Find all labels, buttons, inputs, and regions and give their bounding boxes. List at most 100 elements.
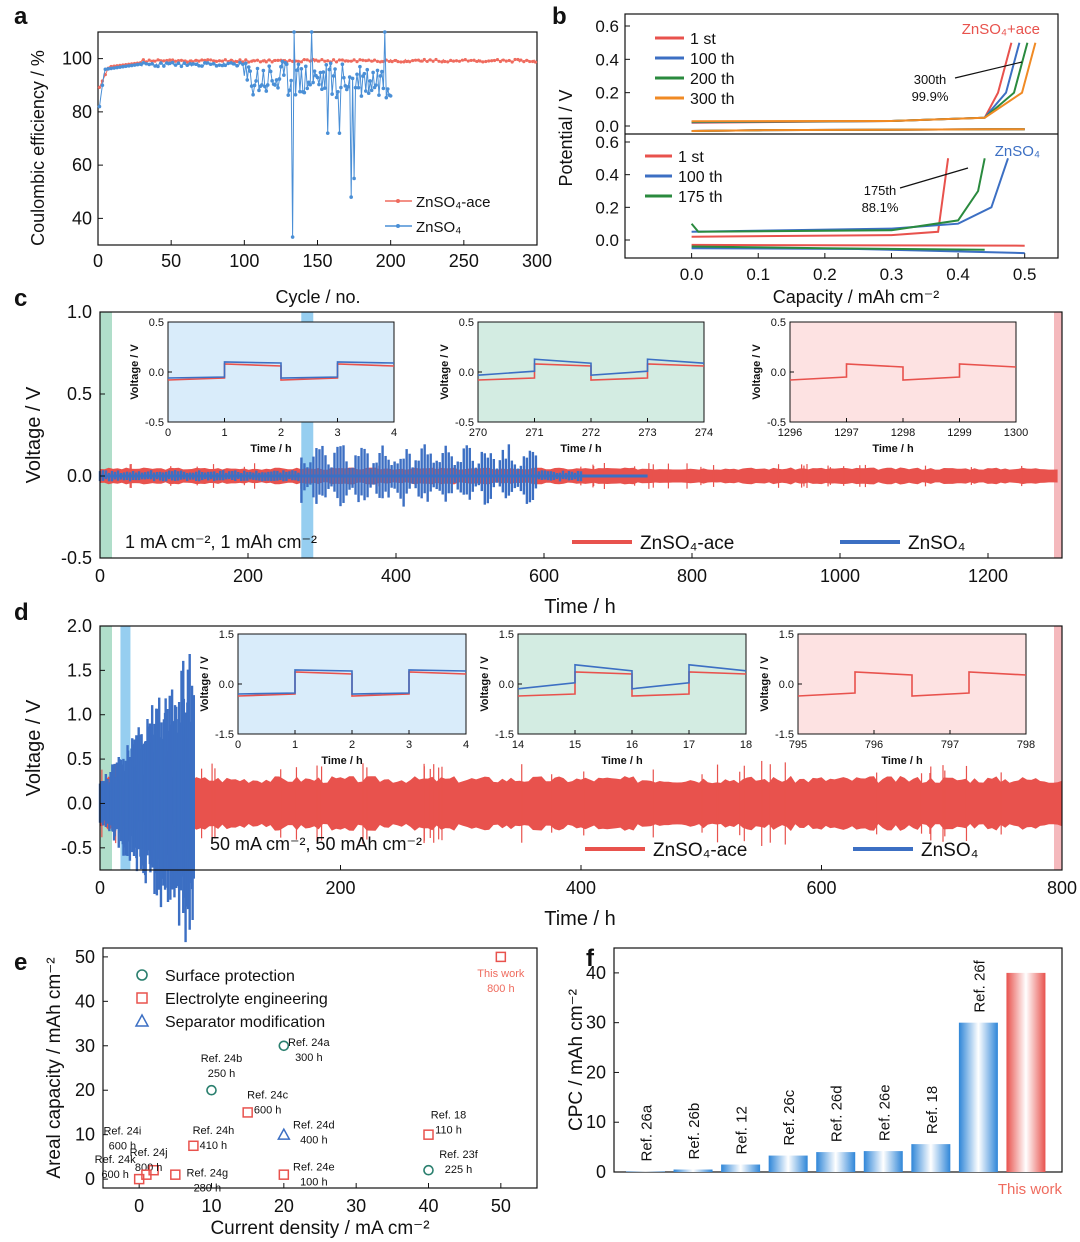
separator-marker (134, 1013, 150, 1027)
data-point (159, 61, 163, 65)
bar (816, 1152, 856, 1172)
data-point (191, 62, 195, 66)
panel-d: d 0 200 400 600 800 -0.5 0.0 0.5 1.0 1.5 2.0 Time / … (14, 599, 1077, 943)
data-point (513, 57, 517, 62)
data-point (270, 60, 274, 64)
x-tick-label: 200 (376, 251, 406, 271)
point-label: Ref. 24a (288, 1037, 330, 1049)
surface-protection-marker (423, 1164, 434, 1176)
data-point (380, 69, 384, 74)
electrolyte-marker (495, 951, 507, 963)
point-label: This work (477, 968, 525, 980)
data-point (235, 63, 239, 68)
x-tick-label: 0 (95, 878, 105, 898)
annotation: 99.9% (912, 89, 949, 104)
data-point (264, 60, 268, 64)
data-point (241, 62, 245, 67)
data-point (257, 88, 261, 93)
data-point (106, 67, 111, 71)
inset-trace (789, 363, 1017, 381)
data-point (334, 60, 339, 64)
data-point (437, 59, 441, 63)
legend-marker (396, 224, 400, 228)
inset-y-tick-label: 0.5 (771, 317, 786, 329)
bar-category-label: Ref. 18 (924, 1086, 941, 1134)
surface-protection-marker (206, 1084, 217, 1096)
inset-y-label: Voltage / V (751, 344, 763, 400)
data-point (97, 104, 102, 109)
legend-label: ZnSO₄ (921, 840, 979, 861)
data-point (150, 59, 154, 63)
y-axis-label: Coulombic efficiency / % (28, 50, 48, 246)
y-tick-label: 0.4 (595, 50, 619, 69)
y-tick-label: 0.5 (67, 749, 92, 769)
y-tick-label: 0 (596, 1162, 606, 1182)
data-point (475, 59, 479, 64)
data-point (317, 82, 321, 87)
x-tick-label: 30 (346, 1196, 366, 1216)
data-point (431, 59, 435, 63)
data-point (97, 85, 102, 89)
data-point (355, 72, 359, 77)
data-point (223, 63, 228, 68)
data-point (408, 60, 412, 64)
x-tick-label: 40 (418, 1196, 438, 1216)
data-point (277, 77, 282, 81)
x-tick-label: 0.4 (946, 265, 970, 284)
y-tick-label: 0.5 (67, 384, 92, 404)
data-point (361, 58, 365, 62)
x-tick-label: 0.3 (880, 265, 904, 284)
data-point (531, 59, 535, 64)
data-point (244, 58, 248, 62)
voltage-profile-line (691, 245, 985, 251)
data-point (252, 59, 257, 63)
legend-label: ZnSO₄-ace (640, 533, 734, 554)
data-point (235, 60, 239, 64)
data-point (176, 61, 181, 65)
data-point (144, 61, 149, 66)
data-point (179, 58, 184, 62)
data-point (454, 59, 459, 63)
data-point (206, 58, 210, 62)
point-sublabel: 600 h (254, 1104, 282, 1116)
data-point (205, 61, 210, 65)
data-point (327, 67, 332, 72)
plot-frame (97, 31, 538, 246)
data-point (321, 70, 326, 74)
data-point (288, 58, 292, 62)
plot-frame (102, 947, 538, 1189)
inset-plot: 270 271 272 273 274 0.5 0.0 -0.5 Time / h Voltage… (439, 317, 713, 455)
highlight-strip (100, 312, 112, 558)
y-tick-label: 10 (75, 1125, 95, 1145)
legend-label: 175 th (678, 189, 722, 206)
data-point (346, 85, 351, 89)
inset-x-tick-label: 16 (626, 739, 638, 751)
inset-y-tick-label: 0.0 (219, 679, 234, 691)
inset-y-tick-label: 0.0 (499, 679, 514, 691)
y-tick-label: 100 (62, 49, 92, 69)
data-point (176, 59, 181, 63)
data-point (381, 86, 386, 91)
bar (863, 1151, 903, 1172)
data-point (501, 58, 505, 62)
inset-y-tick-label: -0.5 (145, 417, 164, 429)
data-point (315, 75, 320, 80)
data-point (200, 58, 204, 62)
data-point (337, 131, 342, 135)
y-tick-label: 40 (75, 991, 95, 1011)
data-point (255, 66, 260, 71)
data-point (171, 58, 175, 62)
data-point (478, 59, 482, 63)
data-point (443, 59, 447, 64)
electrolyte-marker (136, 992, 148, 1004)
data-point (487, 59, 491, 63)
inset-y-tick-label: 1.5 (499, 629, 514, 641)
data-point (457, 59, 462, 63)
inset-trace (167, 361, 395, 379)
data-point (326, 59, 330, 63)
plot-frame (99, 311, 1063, 559)
x-tick-label: 50 (161, 251, 181, 271)
y-tick-label: 30 (75, 1036, 95, 1056)
data-point (371, 70, 375, 75)
